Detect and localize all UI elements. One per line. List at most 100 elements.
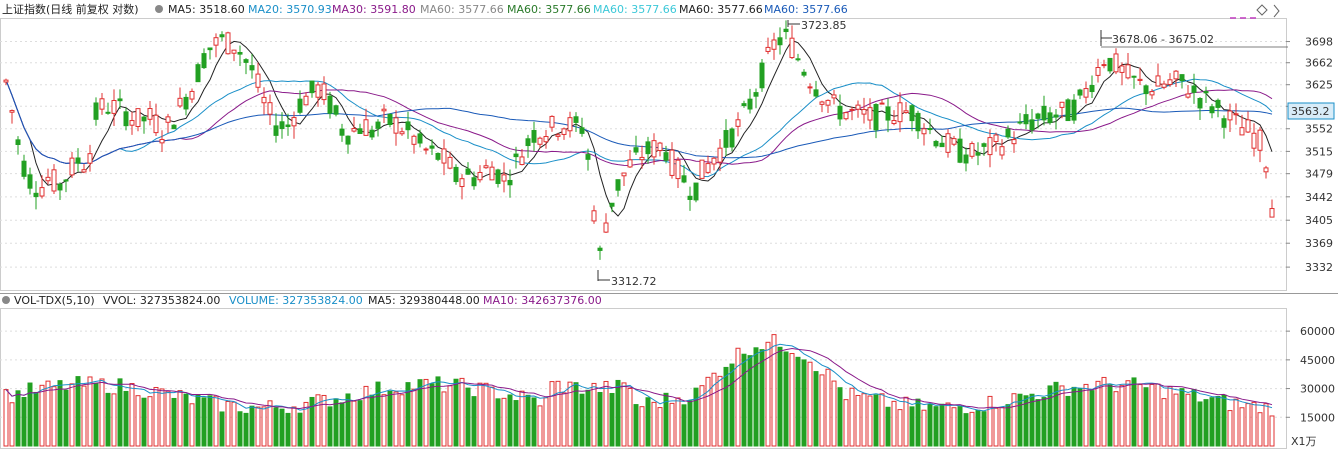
volume-bar xyxy=(219,411,225,447)
volume-bar xyxy=(405,382,411,447)
volume-bar xyxy=(507,394,513,447)
candle-body xyxy=(903,110,909,113)
candle-body xyxy=(567,117,573,132)
candle-body xyxy=(1029,119,1035,131)
candle-body xyxy=(9,110,15,113)
volume-unit-label: X1万 xyxy=(1291,435,1317,448)
volume-bar xyxy=(429,383,435,447)
candle-body xyxy=(579,127,585,134)
volume-bar xyxy=(213,395,219,447)
ma20-label: MA20: 3570.93 xyxy=(248,3,332,16)
settings-dot-icon[interactable] xyxy=(155,5,163,13)
candle-body xyxy=(345,135,351,145)
volume-bar xyxy=(27,382,33,447)
volume-bar xyxy=(477,382,483,447)
ma5-line xyxy=(5,39,1273,217)
candle-body xyxy=(147,108,153,120)
volume-bar xyxy=(1041,397,1047,447)
volume-bar xyxy=(1263,403,1269,447)
volume-bar xyxy=(609,392,615,447)
volume-bar xyxy=(789,353,795,447)
low-label: 3312.72 xyxy=(611,275,657,288)
chevron-right-icon[interactable] xyxy=(1273,4,1280,18)
volume-bar xyxy=(963,413,969,447)
volume-bar xyxy=(1269,415,1275,447)
candle-body xyxy=(1113,53,1119,73)
candle-body xyxy=(717,147,723,163)
candle-body xyxy=(573,116,579,123)
volume-bar xyxy=(723,366,729,447)
volume-bar xyxy=(573,382,579,447)
candle-body xyxy=(1209,106,1215,114)
volume-bar xyxy=(1035,399,1041,447)
ma30-label: MA30: 3591.80 xyxy=(332,3,416,16)
candle-body xyxy=(549,115,555,128)
volume-bar xyxy=(459,377,465,447)
candle-body xyxy=(531,130,537,143)
price-tick-label: 3662 xyxy=(1305,57,1333,70)
volume-bar xyxy=(1215,395,1221,447)
volume-bar xyxy=(207,395,213,447)
volume-bar xyxy=(363,385,369,447)
volume-bar xyxy=(117,378,123,447)
candle-body xyxy=(75,157,81,164)
volume-bar xyxy=(399,394,405,447)
candle-body xyxy=(393,117,399,134)
candle-body xyxy=(999,146,1005,156)
candle-body xyxy=(645,141,651,155)
candle-body xyxy=(1161,83,1167,88)
candle-body xyxy=(687,195,693,200)
candle-body xyxy=(945,133,951,153)
candle-body xyxy=(315,84,321,98)
volume-bar xyxy=(489,386,495,447)
candle-body xyxy=(507,179,513,186)
candle-body xyxy=(483,165,489,169)
candle-body xyxy=(759,62,765,89)
volume-bar xyxy=(1059,385,1065,447)
ma30-line xyxy=(5,79,1273,167)
volume-settings-dot-icon[interactable] xyxy=(2,296,10,304)
candle-body xyxy=(963,154,969,164)
candle-body xyxy=(1149,91,1155,96)
diamond-icon[interactable] xyxy=(1256,4,1268,16)
candle-body xyxy=(51,169,57,192)
candle-body xyxy=(429,145,435,149)
volume-bar xyxy=(933,406,939,447)
candle-body xyxy=(225,32,231,55)
candle-body xyxy=(369,129,375,138)
volume-bar xyxy=(195,395,201,447)
volume-bar xyxy=(1257,412,1263,447)
volume-bar xyxy=(531,397,537,447)
volume-bar xyxy=(693,387,699,447)
volume-bar xyxy=(585,389,591,447)
volume-bar xyxy=(9,402,15,447)
volume-bar xyxy=(189,403,195,447)
volume-bar xyxy=(525,394,531,447)
range-annotation: 3678.06 - 3675.02 xyxy=(1100,30,1288,48)
volume-bar xyxy=(1203,399,1209,447)
candle-body xyxy=(1125,64,1131,79)
volume-bar xyxy=(1167,386,1173,447)
volume-bar xyxy=(465,387,471,447)
candle-body xyxy=(729,128,735,148)
volume-bar xyxy=(93,382,99,447)
candle-body xyxy=(249,65,255,71)
candle-body xyxy=(561,128,567,135)
volume-bar xyxy=(1101,376,1107,447)
volume-bar xyxy=(423,378,429,447)
candle-body xyxy=(987,137,993,156)
volume-bar xyxy=(297,412,303,447)
candle-body xyxy=(105,111,111,114)
candle-body xyxy=(519,156,525,166)
volume-bar xyxy=(807,361,813,447)
vvol-label: VVOL: 327353824.00 xyxy=(103,294,220,307)
volume-bar xyxy=(435,376,441,447)
candle-body xyxy=(111,100,117,114)
current-price-tag: 3563.2 xyxy=(1287,102,1335,120)
volume-bar xyxy=(309,396,315,447)
candle-body xyxy=(459,178,465,188)
volume-bar xyxy=(183,393,189,447)
volume-bar xyxy=(825,368,831,447)
volume-bar xyxy=(1233,398,1239,447)
